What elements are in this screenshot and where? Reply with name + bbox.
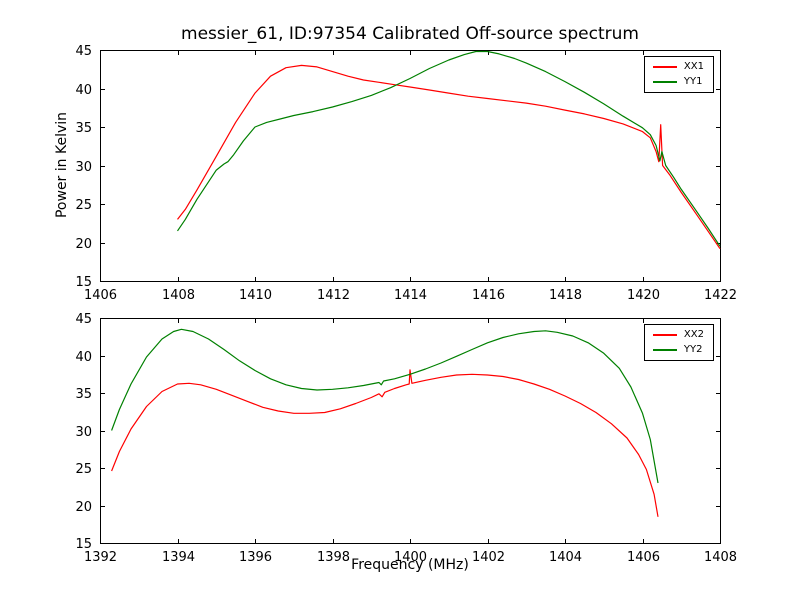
legend-line-xx1 — [652, 66, 677, 68]
x-tick-label: 1416 — [472, 288, 505, 303]
y-tick-label: 45 — [75, 44, 92, 59]
y-tick-label: 25 — [75, 198, 92, 213]
x-tick-label: 1406 — [627, 550, 660, 565]
x-tick-label: 1414 — [394, 288, 427, 303]
x-tick-label: 1408 — [162, 288, 195, 303]
series-line-xx2 — [111, 369, 659, 517]
x-tick-label: 1400 — [394, 550, 427, 565]
y-tick-label: 40 — [75, 350, 92, 365]
x-tick-label: 1394 — [162, 550, 195, 565]
legend-label-xx2: XX2 — [683, 329, 704, 340]
legend-line-xx2 — [652, 334, 677, 336]
chart-title: messier_61, ID:97354 Calibrated Off-sour… — [181, 24, 639, 44]
x-tick-label: 1398 — [317, 550, 350, 565]
legend-entry-xx1: XX1 — [652, 61, 704, 72]
legend-label-xx1: XX1 — [683, 61, 704, 72]
series-line-yy1 — [177, 50, 721, 247]
axes-frame — [100, 50, 721, 282]
legend-bottom: XX2 YY2 — [643, 324, 714, 361]
x-tick-label: 1402 — [472, 550, 505, 565]
x-tick-label: 1404 — [549, 550, 582, 565]
x-tick-label: 1410 — [239, 288, 272, 303]
series-line-xx1 — [177, 64, 721, 250]
legend-label-yy1: YY1 — [683, 76, 703, 87]
y-tick-label: 15 — [75, 537, 92, 552]
y-tick-label: 45 — [75, 312, 92, 327]
subplot-1: 1406 1408 1410 1412 1414 1416 1418 1420 1422 15 20… — [75, 44, 737, 303]
y-tick-label: 20 — [75, 237, 92, 252]
y-tick-label: 15 — [75, 275, 92, 290]
y-tick-label: 35 — [75, 121, 92, 136]
legend-entry-yy2: YY2 — [652, 344, 704, 355]
y-tick-label: 30 — [75, 425, 92, 440]
x-tick-label: 1422 — [704, 288, 737, 303]
series-line-yy2 — [111, 328, 659, 484]
axes-frame — [100, 318, 721, 544]
legend-label-yy2: YY2 — [683, 344, 703, 355]
x-tick-label: 1392 — [84, 550, 117, 565]
legend-top: XX1 YY1 — [643, 56, 714, 93]
x-axis-label: Frequency (MHz) — [351, 557, 469, 573]
legend-entry-yy1: YY1 — [652, 76, 704, 87]
y-tick-label: 35 — [75, 387, 92, 402]
legend-entry-xx2: XX2 — [652, 329, 704, 340]
subplot-2: 1392 1394 1396 1398 1400 1402 1404 1406 1408 15 20… — [75, 312, 737, 565]
legend-line-yy1 — [652, 81, 677, 83]
x-tick-label: 1408 — [704, 550, 737, 565]
y-tick-label: 40 — [75, 83, 92, 98]
x-tick-label: 1418 — [549, 288, 582, 303]
x-tick-label: 1406 — [84, 288, 117, 303]
legend-line-yy2 — [652, 349, 677, 351]
x-tick-label: 1396 — [239, 550, 272, 565]
y-tick-label: 25 — [75, 462, 92, 477]
x-tick-label: 1412 — [317, 288, 350, 303]
y-tick-label: 30 — [75, 160, 92, 175]
x-tick-label: 1420 — [627, 288, 660, 303]
y-tick-label: 20 — [75, 500, 92, 515]
